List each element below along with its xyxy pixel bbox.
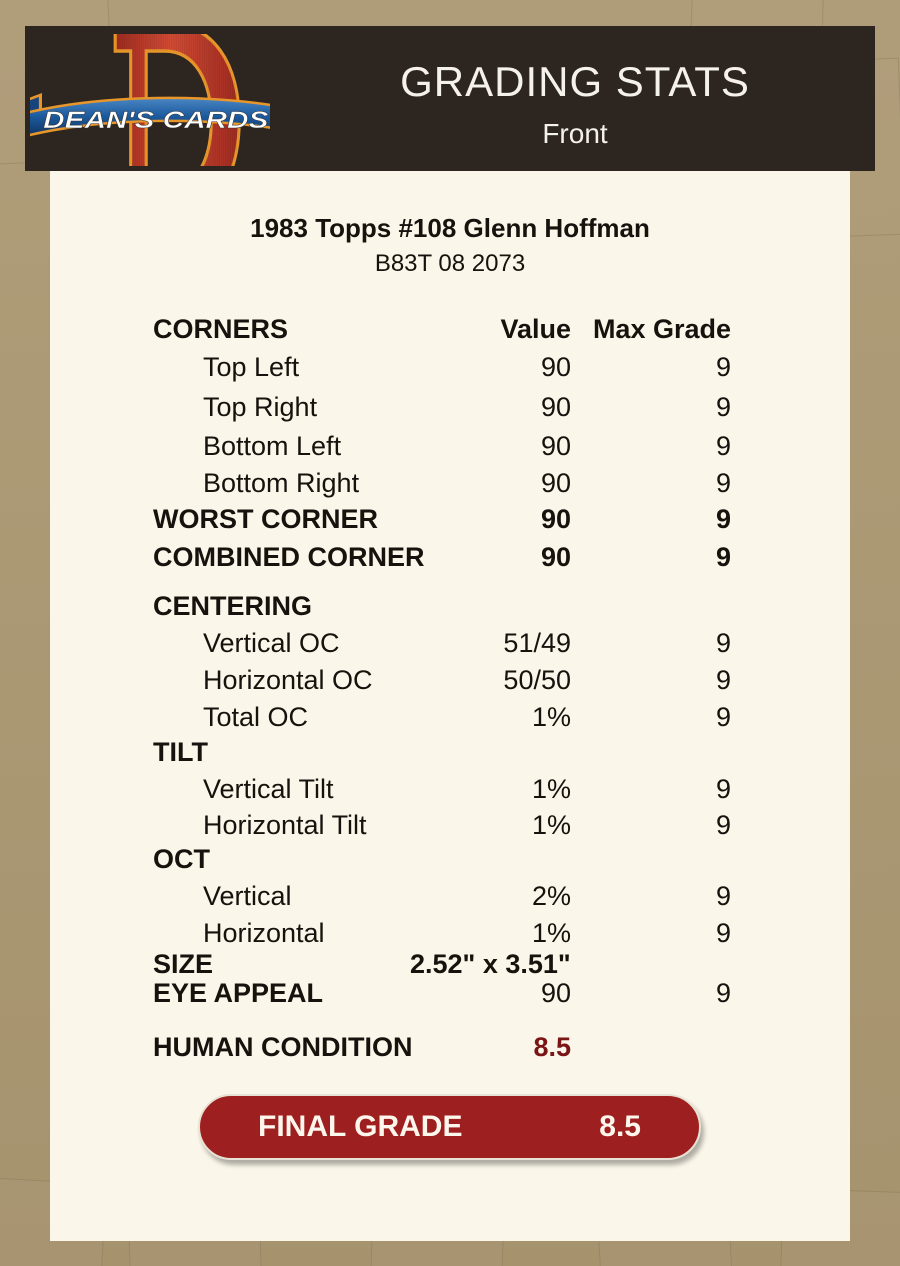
svg-text:DEAN'S CARDS: DEAN'S CARDS [43, 107, 268, 134]
